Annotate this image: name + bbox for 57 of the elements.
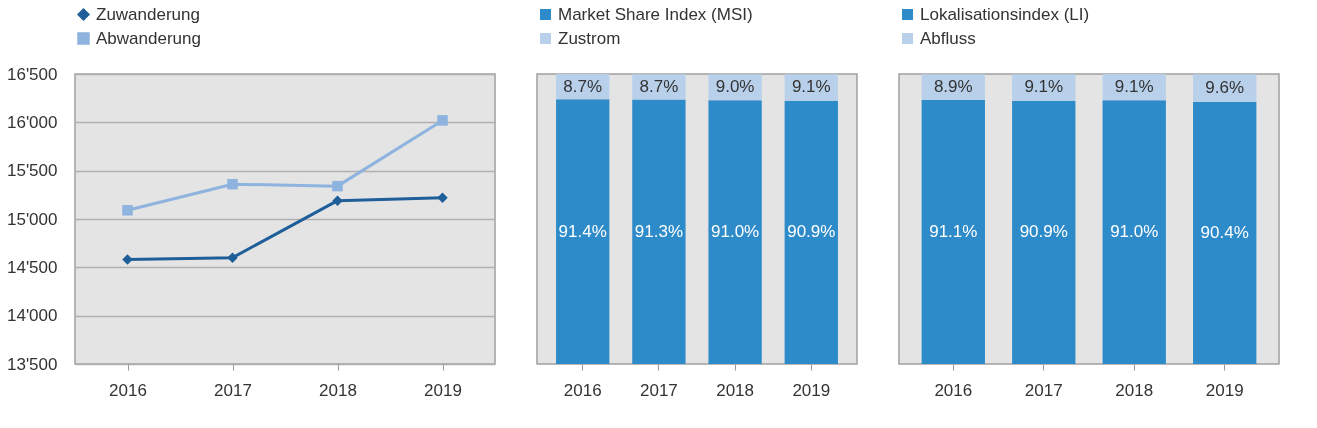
data-label: 8.7%	[563, 76, 603, 96]
data-label: 91.1%	[929, 222, 978, 242]
data-label: 9.1%	[791, 77, 831, 97]
x-tick-label: 2019	[1205, 380, 1244, 400]
data-label: 90.9%	[787, 222, 836, 242]
bar	[708, 100, 762, 364]
bar	[1102, 100, 1166, 364]
bar	[1012, 100, 1076, 364]
point	[437, 115, 448, 126]
x-tick-label: 2017	[639, 380, 678, 400]
y-tick-label: 16'500	[6, 64, 58, 84]
y-tick-label: 15'000	[6, 209, 58, 229]
y-tick-label: 13'500	[6, 354, 58, 374]
point	[332, 195, 343, 206]
y-tick-label: 14'500	[6, 257, 58, 277]
data-label: 8.7%	[639, 76, 679, 96]
point	[332, 180, 343, 192]
data-label: 91.0%	[1110, 222, 1159, 242]
data-label: 9.6%	[1205, 78, 1245, 98]
bar	[784, 100, 838, 364]
y-tick-label: 15'500	[6, 161, 58, 181]
point	[437, 192, 448, 203]
data-label: 91.4%	[558, 221, 607, 241]
x-tick-label: 2017	[1024, 380, 1063, 400]
point	[227, 252, 238, 263]
data-label: 9.0%	[715, 77, 755, 97]
x-tick-label: 2018	[716, 380, 755, 400]
legend-label: Market Share Index (MSI)	[558, 4, 753, 24]
x-tick-label: 2019	[424, 380, 462, 400]
data-label: 8.9%	[933, 77, 973, 97]
point	[122, 205, 133, 216]
data-label: 91.0%	[710, 222, 760, 242]
data-label: 90.4%	[1200, 223, 1249, 243]
data-label: 91.3%	[634, 221, 684, 241]
point	[122, 254, 133, 265]
point	[227, 178, 238, 190]
legend-label: Lokalisationsindex (LI)	[920, 4, 1090, 24]
legend-label: Abfluss	[920, 28, 976, 48]
bar	[632, 99, 686, 364]
data-label: 9.1%	[1114, 77, 1154, 97]
x-tick-label: 2018	[1115, 380, 1154, 400]
data-label: 90.9%	[1019, 222, 1068, 242]
legend-label: Zustrom	[558, 28, 621, 48]
legend-label: Zuwanderung	[96, 4, 200, 24]
x-tick-label: 2016	[934, 380, 973, 400]
x-tick-label: 2016	[563, 380, 602, 400]
legend-label: Abwanderung	[96, 28, 201, 48]
bar	[556, 99, 610, 364]
x-tick-label: 2018	[319, 380, 357, 400]
data-label: 9.1%	[1024, 77, 1064, 97]
x-tick-label: 2017	[214, 380, 252, 400]
x-tick-label: 2019	[792, 380, 831, 400]
y-tick-label: 16'000	[6, 112, 58, 132]
x-tick-label: 2016	[109, 380, 147, 400]
y-tick-label: 14'000	[6, 306, 58, 326]
bar	[1193, 102, 1257, 364]
bar	[921, 100, 985, 364]
